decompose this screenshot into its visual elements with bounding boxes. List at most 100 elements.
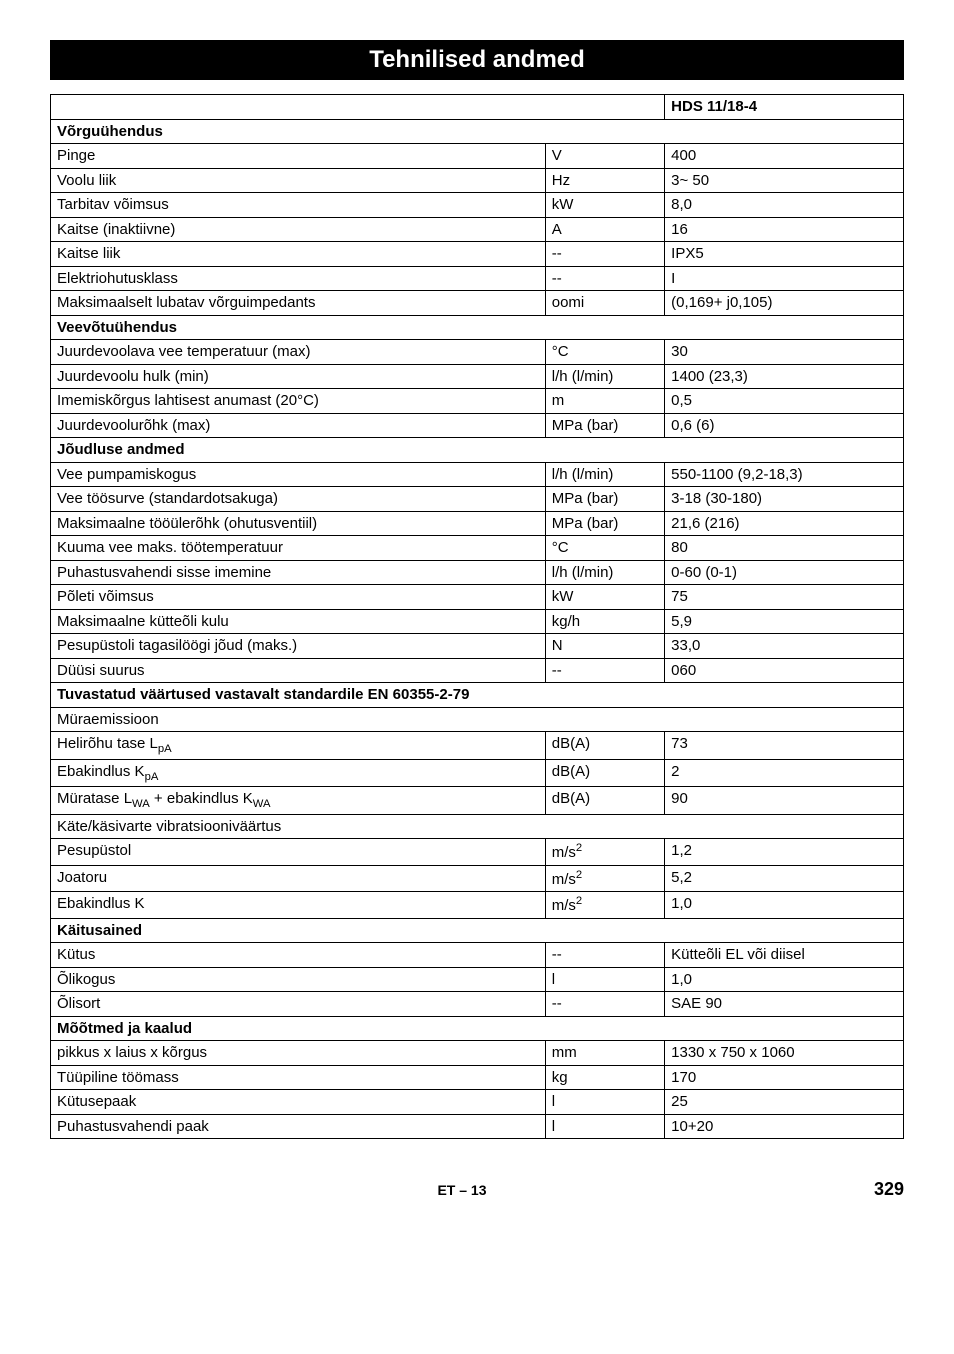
row-label: Põleti võimsus	[51, 585, 546, 610]
row-label: Voolu liik	[51, 168, 546, 193]
row-label: Õlikogus	[51, 967, 546, 992]
row-value: 1330 x 750 x 1060	[665, 1041, 904, 1066]
row-label: Vee töösurve (standardotsakuga)	[51, 487, 546, 512]
row-label: Kütus	[51, 943, 546, 968]
row-label: Juurdevoolu hulk (min)	[51, 364, 546, 389]
model-header: HDS 11/18-4	[665, 95, 904, 120]
row-label: Ebakindlus KpA	[51, 759, 546, 787]
row-unit: m/s2	[545, 865, 664, 892]
row-unit: MPa (bar)	[545, 511, 664, 536]
row-unit: kg	[545, 1065, 664, 1090]
row-value: 21,6 (216)	[665, 511, 904, 536]
row-unit: l/h (l/min)	[545, 560, 664, 585]
row-value: 2	[665, 759, 904, 787]
row-label: Müratase LWA + ebakindlus KWA	[51, 787, 546, 815]
row-label: Pesupüstol	[51, 839, 546, 866]
row-value: 75	[665, 585, 904, 610]
row-value: Kütteõli EL või diisel	[665, 943, 904, 968]
row-unit: l/h (l/min)	[545, 462, 664, 487]
row-unit: --	[545, 242, 664, 267]
row-value: 5,2	[665, 865, 904, 892]
row-value: 400	[665, 144, 904, 169]
section-header: Käte/käsivarte vibratsiooniväärtus	[51, 814, 904, 839]
section-header: Käitusained	[51, 918, 904, 943]
row-value: 1400 (23,3)	[665, 364, 904, 389]
row-value: 33,0	[665, 634, 904, 659]
row-value: 30	[665, 340, 904, 365]
row-value: (0,169+ j0,105)	[665, 291, 904, 316]
section-header: Võrguühendus	[51, 119, 904, 144]
row-label: Helirõhu tase LpA	[51, 732, 546, 760]
row-label: Kaitse (inaktiivne)	[51, 217, 546, 242]
row-label: Maksimaalselt lubatav võrguimpedants	[51, 291, 546, 316]
row-label: Düüsi suurus	[51, 658, 546, 683]
page-footer: ET – 13 329	[50, 1179, 904, 1200]
row-unit: --	[545, 992, 664, 1017]
row-unit: m/s2	[545, 892, 664, 919]
row-unit: l/h (l/min)	[545, 364, 664, 389]
row-label: Juurdevoolava vee temperatuur (max)	[51, 340, 546, 365]
row-label: Õlisort	[51, 992, 546, 1017]
section-header: Tuvastatud väärtused vastavalt standardi…	[51, 683, 904, 708]
footer-center: ET – 13	[437, 1182, 486, 1198]
row-value: 73	[665, 732, 904, 760]
row-label: Joatoru	[51, 865, 546, 892]
row-label: Elektriohutusklass	[51, 266, 546, 291]
row-unit: --	[545, 266, 664, 291]
section-header: Veevõtuühendus	[51, 315, 904, 340]
row-value: 3-18 (30-180)	[665, 487, 904, 512]
row-label: Kaitse liik	[51, 242, 546, 267]
section-header: Mõõtmed ja kaalud	[51, 1016, 904, 1041]
row-label: Juurdevoolurõhk (max)	[51, 413, 546, 438]
row-unit: --	[545, 943, 664, 968]
row-unit: l	[545, 967, 664, 992]
row-label: Ebakindlus K	[51, 892, 546, 919]
row-value: 0-60 (0-1)	[665, 560, 904, 585]
row-value: 0,6 (6)	[665, 413, 904, 438]
row-value: SAE 90	[665, 992, 904, 1017]
row-label: Tarbitav võimsus	[51, 193, 546, 218]
row-unit: l	[545, 1114, 664, 1139]
row-value: 5,9	[665, 609, 904, 634]
footer-page-number: 329	[874, 1179, 904, 1200]
row-value: 25	[665, 1090, 904, 1115]
row-label: Pesupüstoli tagasilöögi jõud (maks.)	[51, 634, 546, 659]
section-header: Jõudluse andmed	[51, 438, 904, 463]
row-value: 060	[665, 658, 904, 683]
row-unit: kg/h	[545, 609, 664, 634]
row-unit: l	[545, 1090, 664, 1115]
row-value: 550-1100 (9,2-18,3)	[665, 462, 904, 487]
row-label: Kuuma vee maks. töötemperatuur	[51, 536, 546, 561]
row-label: Vee pumpamiskogus	[51, 462, 546, 487]
row-value: 8,0	[665, 193, 904, 218]
row-label: Kütusepaak	[51, 1090, 546, 1115]
row-value: 80	[665, 536, 904, 561]
page-title: Tehnilised andmed	[50, 40, 904, 80]
row-label: Puhastusvahendi sisse imemine	[51, 560, 546, 585]
row-value: 170	[665, 1065, 904, 1090]
row-unit: dB(A)	[545, 787, 664, 815]
row-unit: dB(A)	[545, 759, 664, 787]
row-unit: V	[545, 144, 664, 169]
row-unit: --	[545, 658, 664, 683]
row-value: 10+20	[665, 1114, 904, 1139]
row-value: 1,0	[665, 892, 904, 919]
row-value: I	[665, 266, 904, 291]
row-label: Maksimaalne tööülerõhk (ohutusventiil)	[51, 511, 546, 536]
row-unit: N	[545, 634, 664, 659]
row-unit: °C	[545, 536, 664, 561]
row-unit: MPa (bar)	[545, 487, 664, 512]
row-unit: mm	[545, 1041, 664, 1066]
row-value: IPX5	[665, 242, 904, 267]
row-unit: kW	[545, 585, 664, 610]
row-label: Puhastusvahendi paak	[51, 1114, 546, 1139]
row-label: pikkus x laius x kõrgus	[51, 1041, 546, 1066]
row-unit: A	[545, 217, 664, 242]
row-unit: m	[545, 389, 664, 414]
row-value: 1,2	[665, 839, 904, 866]
header-empty	[51, 95, 665, 120]
row-unit: °C	[545, 340, 664, 365]
row-label: Maksimaalne kütteõli kulu	[51, 609, 546, 634]
section-header: Müraemissioon	[51, 707, 904, 732]
row-value: 3~ 50	[665, 168, 904, 193]
